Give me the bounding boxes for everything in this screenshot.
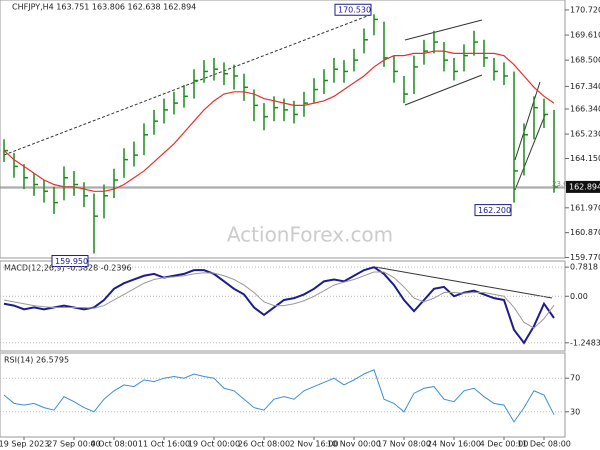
price-annotation-box [51,254,89,267]
watermark: ActionForex.com [227,223,393,247]
x-tick-label: 26 Oct 08:00 [238,440,290,449]
x-tick-label: 4 Dec 00:00 [480,440,529,449]
fib-label: 23.6 [552,180,568,188]
x-tick-label: 10 Nov 00:00 [327,440,381,449]
channel-line [514,114,546,191]
y-tick-label: 167.340 [570,82,600,91]
x-tick-label: 24 Nov 16:00 [427,440,481,449]
last-price-box [566,180,600,193]
macd-trend-line [374,266,553,299]
y-tick-label: 164.150 [570,154,600,163]
x-tick-label: 11 Oct 16:00 [138,440,190,449]
series-line [3,369,555,423]
price-annotation-box [474,204,512,217]
series-line [3,266,555,345]
y-tick-label: 168.500 [570,56,600,65]
x-tick-label: 2 Nov 16:00 [290,440,339,449]
macd-title: MACD(12,26,9) -0.5828 -0.2396 [4,264,132,273]
channel-line [514,81,541,161]
rsi-panel [0,352,566,438]
channel-line [404,19,483,41]
price-annotation: 159.950 [55,257,88,266]
x-tick-label: 19 Oct 00:00 [188,440,240,449]
y-tick-label: 161.970 [570,203,600,212]
price-annotation-box [334,3,372,16]
series-line [3,271,555,329]
x-tick-label: 17 Nov 08:00 [377,440,431,449]
last-price-label: 162.894 [569,182,600,191]
y-tick-label: 165.230 [570,130,600,139]
y-tick-label: 0.7818 [570,263,598,272]
y-tick-label: 70 [570,374,580,383]
y-tick-label: 160.870 [570,228,600,237]
macd-panel [0,260,566,352]
price-panel [0,0,566,259]
price-annotation: 162.200 [478,206,511,215]
moving-average [3,50,555,192]
y-tick-label: 0.00 [570,292,588,301]
rsi-title: RSI(14) 26.5795 [4,356,69,365]
trend-line [3,14,371,156]
y-tick-label: 169.610 [570,31,600,40]
price-title: CHFJPY,H4 163.751 163.806 162.638 162.89… [12,3,196,12]
x-tick-label: 11 Dec 08:00 [517,440,571,449]
y-tick-label: 166.340 [570,104,600,113]
y-tick-label: 170.720 [570,5,600,14]
price-annotation: 170.530 [338,6,371,15]
x-tick-label: 4 Oct 08:00 [90,440,137,449]
x-tick-label: 27 Sep 00:00 [47,440,100,449]
y-tick-label: 159.770 [570,253,600,262]
channel-line [404,74,483,106]
y-tick-label: -1.2483 [570,338,600,347]
y-tick-label: 30 [570,407,580,416]
x-tick-label: 19 Sep 2023 [0,440,49,449]
